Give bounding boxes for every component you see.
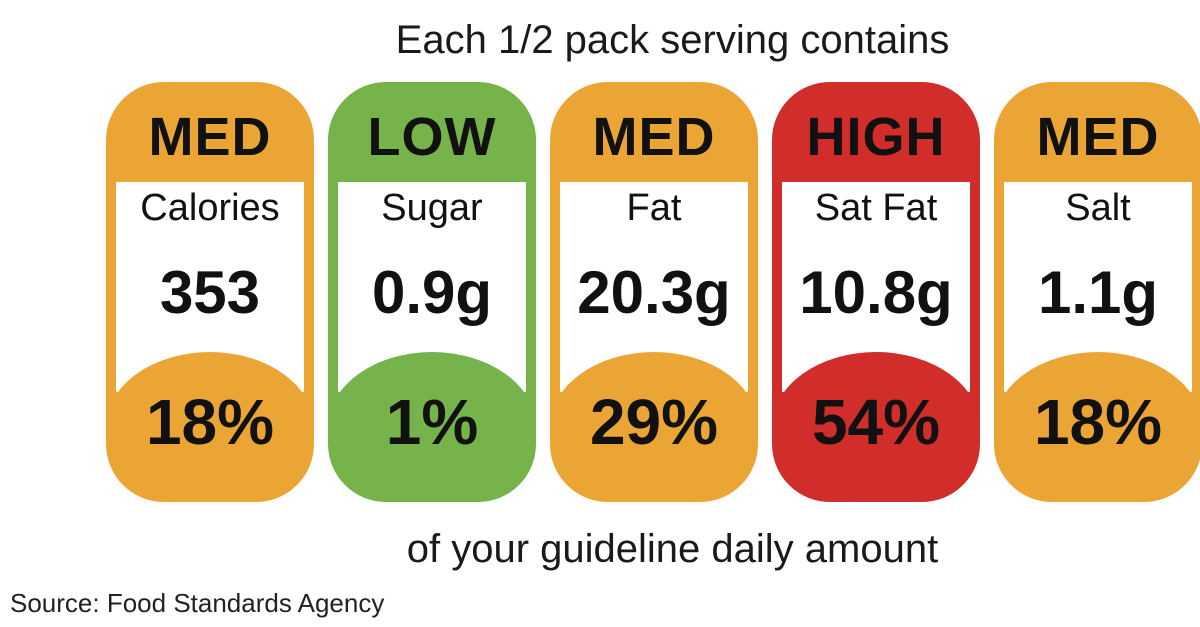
percent-value: 54% xyxy=(811,386,941,458)
nutrient-card-fat: MED Fat 20.3g 29% xyxy=(550,82,758,502)
percent-value: 29% xyxy=(589,386,719,458)
nutrient-panel: Salt 1.1g xyxy=(1004,182,1192,392)
nutrient-card-sugar: LOW Sugar 0.9g 1% xyxy=(328,82,536,502)
nutrient-panel: Fat 20.3g xyxy=(560,182,748,392)
percent-ellipse xyxy=(994,352,1200,502)
nutrient-name: Sugar xyxy=(381,187,483,229)
traffic-light-label-row: MED Calories 353 18% LOW Sugar 0.9g 1% M… xyxy=(0,82,1200,502)
level-label: MED xyxy=(148,107,272,167)
header-title: Each 1/2 pack serving contains xyxy=(395,18,950,62)
nutrient-card-calories: MED Calories 353 18% xyxy=(106,82,314,502)
nutrient-card-sat-fat: HIGH Sat Fat 10.8g 54% xyxy=(772,82,980,502)
nutrient-name: Calories xyxy=(140,187,280,229)
level-label: LOW xyxy=(367,107,497,167)
nutrient-card-salt: MED Salt 1.1g 18% xyxy=(994,82,1200,502)
nutrient-amount: 353 xyxy=(159,259,261,326)
nutrient-amount: 0.9g xyxy=(371,259,493,326)
level-label: HIGH xyxy=(806,107,946,167)
level-label: MED xyxy=(592,107,716,167)
nutrient-name: Sat Fat xyxy=(814,187,938,229)
nutrient-name: Salt xyxy=(1065,187,1131,229)
percent-ellipse xyxy=(328,352,536,502)
nutrient-amount: 10.8g xyxy=(799,259,953,326)
percent-value: 1% xyxy=(385,386,479,458)
nutrient-name: Fat xyxy=(626,187,682,229)
percent-ellipse xyxy=(772,352,980,502)
percent-value: 18% xyxy=(1033,386,1163,458)
source-credit: Source: Food Standards Agency xyxy=(10,588,385,618)
percent-value: 18% xyxy=(145,386,275,458)
level-label: MED xyxy=(1036,107,1160,167)
nutrient-amount: 20.3g xyxy=(577,259,731,326)
percent-ellipse xyxy=(550,352,758,502)
footer-caption: of your guideline daily amount xyxy=(406,527,939,571)
nutrient-amount: 1.1g xyxy=(1037,259,1159,326)
percent-ellipse xyxy=(106,352,314,502)
